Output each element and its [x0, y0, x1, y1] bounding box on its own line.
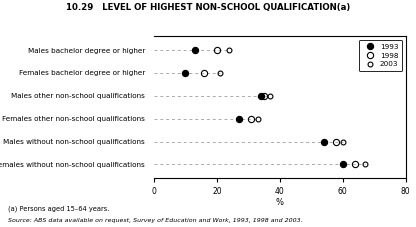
Text: Source: ABS data available on request, Survey of Education and Work, 1993, 1998 : Source: ABS data available on request, S… — [8, 218, 303, 223]
Text: (a) Persons aged 15–64 years.: (a) Persons aged 15–64 years. — [8, 206, 110, 212]
Text: 10.29   LEVEL OF HIGHEST NON-SCHOOL QUALIFICATION(a): 10.29 LEVEL OF HIGHEST NON-SCHOOL QUALIF… — [66, 3, 350, 12]
Legend: 1993, 1998, 2003: 1993, 1998, 2003 — [359, 40, 402, 71]
X-axis label: %: % — [276, 198, 284, 207]
